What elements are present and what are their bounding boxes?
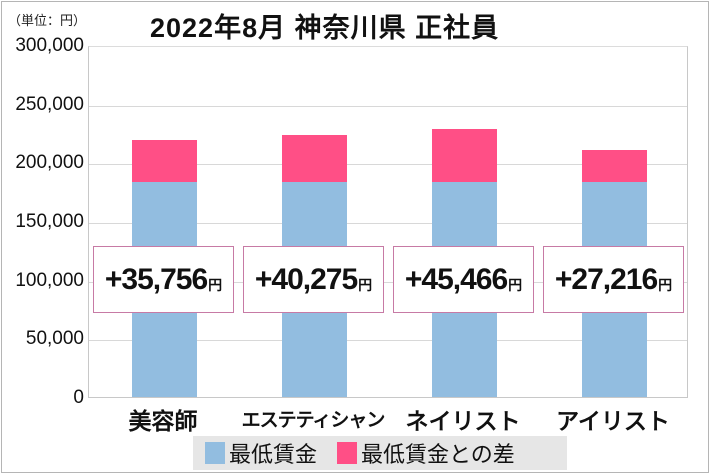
gridline bbox=[89, 281, 687, 283]
legend: 最低賃金 最低賃金との差 bbox=[193, 436, 567, 470]
legend-item-difference: 最低賃金との差 bbox=[337, 437, 515, 469]
legend-label: 最低賃金 bbox=[229, 442, 318, 467]
y-tick-label: 0 bbox=[73, 387, 84, 408]
legend-swatch-pink bbox=[337, 442, 358, 464]
y-tick-label: 150,000 bbox=[15, 211, 84, 232]
legend-label: 最低賃金との差 bbox=[361, 442, 515, 467]
legend-item-min-wage: 最低賃金 bbox=[205, 437, 317, 469]
x-category-label: 美容師 bbox=[128, 408, 198, 434]
y-tick-label: 200,000 bbox=[15, 152, 84, 174]
gridline bbox=[89, 223, 687, 224]
legend-swatch-blue bbox=[205, 442, 225, 464]
bar-segment-difference bbox=[131, 140, 197, 183]
x-category-label: ネイリスト bbox=[405, 408, 521, 434]
gridline bbox=[89, 105, 687, 107]
difference-label: +45,466 円 bbox=[392, 246, 534, 313]
x-category-label: エステティシャン bbox=[241, 410, 386, 431]
difference-label: +35,756 円 bbox=[92, 246, 234, 313]
unit-label: （単位：円） bbox=[8, 13, 87, 28]
bar-segment-difference bbox=[431, 128, 497, 183]
y-tick-label: 50,000 bbox=[25, 328, 84, 350]
gridline bbox=[89, 340, 687, 342]
x-category-label: アイリスト bbox=[556, 408, 670, 434]
difference-label: +40,275 円 bbox=[242, 246, 384, 313]
y-tick-label: 300,000 bbox=[15, 35, 84, 56]
difference-label: +27,216 円 bbox=[542, 246, 684, 313]
y-tick-label: 250,000 bbox=[15, 93, 84, 115]
y-tick-label: 100,000 bbox=[15, 269, 84, 291]
bar-segment-difference bbox=[281, 134, 347, 183]
chart-title: 2022年8月 神奈川県 正社員 bbox=[150, 13, 500, 43]
bar-segment-difference bbox=[581, 150, 647, 183]
plot-area bbox=[88, 46, 688, 398]
gridline bbox=[89, 164, 687, 166]
